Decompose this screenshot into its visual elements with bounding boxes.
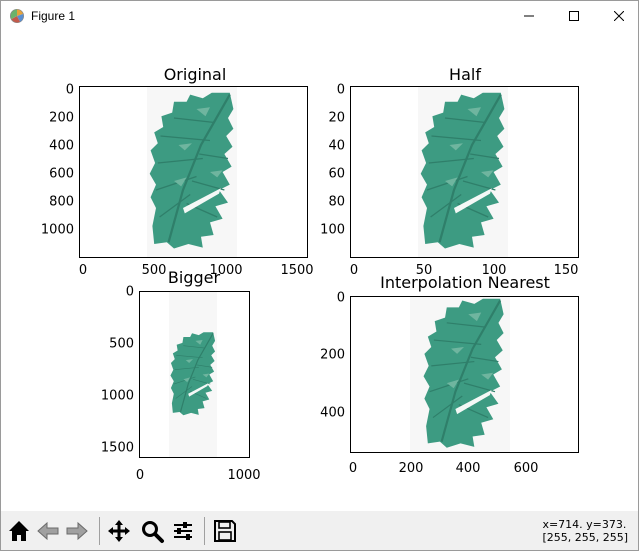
xtick-label: 150 [553, 263, 579, 278]
close-icon [614, 11, 624, 21]
subplot-title-bigger: Bigger [167, 268, 221, 287]
figure-canvas[interactable]: Original 0 200 400 600 800 1000 0 500 10… [1, 31, 638, 511]
configure-subplots-icon [174, 522, 192, 540]
ytick-label: 0 [336, 82, 345, 98]
xtick-label: 100 [481, 263, 507, 278]
xtick-label: 0 [135, 468, 145, 483]
cursor-position-readout: x=714. y=373. [542, 518, 627, 531]
ytick-label: 400 [49, 138, 74, 154]
minimize-button[interactable] [506, 1, 552, 31]
cursor-coordinates: x=714. y=373. [255, 255, 255] [542, 518, 628, 544]
pixel-value-readout: [255, 255, 255] [542, 531, 628, 544]
matplotlib-figure-icon [9, 8, 25, 24]
title-bar[interactable]: Figure 1 [1, 1, 638, 31]
xtick-label: 0 [78, 263, 88, 278]
forward-arrow-icon [66, 521, 88, 541]
subplot-half-axes [350, 86, 579, 258]
configure-subplots-button[interactable] [169, 517, 197, 545]
subplot-title-half: Half [449, 65, 481, 84]
pan-button[interactable] [105, 517, 133, 545]
ytick-label: 80 [328, 194, 345, 210]
ytick-label: 0 [336, 290, 345, 306]
ytick-label: 40 [328, 138, 345, 154]
ytick-label: 100 [320, 222, 345, 238]
subplot-bigger-axes [139, 291, 250, 458]
xtick-label: 1000 [209, 263, 243, 278]
ytick-label: 60 [328, 166, 345, 182]
xtick-label: 500 [141, 263, 167, 278]
ytick-label: 200 [320, 347, 345, 363]
xtick-label: 600 [513, 461, 539, 476]
ytick-label: 800 [49, 194, 74, 210]
ytick-label: 200 [49, 110, 74, 126]
back-arrow-icon [37, 521, 59, 541]
subplot-original-axes [79, 86, 308, 258]
xtick-label: 0 [348, 461, 358, 476]
pan-move-icon [108, 520, 130, 542]
maximize-button[interactable] [551, 1, 597, 31]
ytick-label: 0 [65, 82, 74, 98]
back-button[interactable] [34, 517, 62, 545]
navigation-toolbar: x=714. y=373. [255, 255, 255] [1, 511, 638, 550]
ytick-label: 1000 [40, 222, 74, 238]
xtick-label: 200 [398, 461, 424, 476]
maximize-icon [569, 11, 579, 21]
xtick-label: 1000 [227, 468, 261, 483]
home-button[interactable] [5, 517, 33, 545]
xtick-label: 400 [455, 461, 481, 476]
subplot-interpolation-nearest-axes [350, 296, 579, 453]
ytick-label: 0 [125, 284, 134, 300]
home-icon [9, 521, 29, 541]
ytick-label: 600 [49, 166, 74, 182]
ytick-label: 20 [328, 110, 345, 126]
subplot-title-original: Original [163, 65, 227, 84]
close-button[interactable] [596, 1, 639, 31]
save-floppy-icon [214, 520, 236, 542]
toolbar-separator [99, 517, 100, 545]
minimize-icon [524, 15, 534, 17]
xtick-label: 0 [349, 263, 359, 278]
window-title: Figure 1 [31, 9, 76, 23]
zoom-button[interactable] [138, 517, 166, 545]
xtick-label: 50 [415, 263, 433, 278]
forward-button[interactable] [63, 517, 91, 545]
ytick-label: 1500 [100, 440, 134, 456]
save-button[interactable] [211, 517, 239, 545]
ytick-label: 400 [320, 405, 345, 421]
zoom-magnifier-icon [142, 521, 164, 543]
ytick-label: 1000 [100, 388, 134, 404]
ytick-label: 500 [109, 336, 134, 352]
subplot-title-interpolation-nearest: Interpolation Nearest [380, 273, 550, 292]
toolbar-separator [204, 517, 205, 545]
xtick-label: 1500 [280, 263, 314, 278]
